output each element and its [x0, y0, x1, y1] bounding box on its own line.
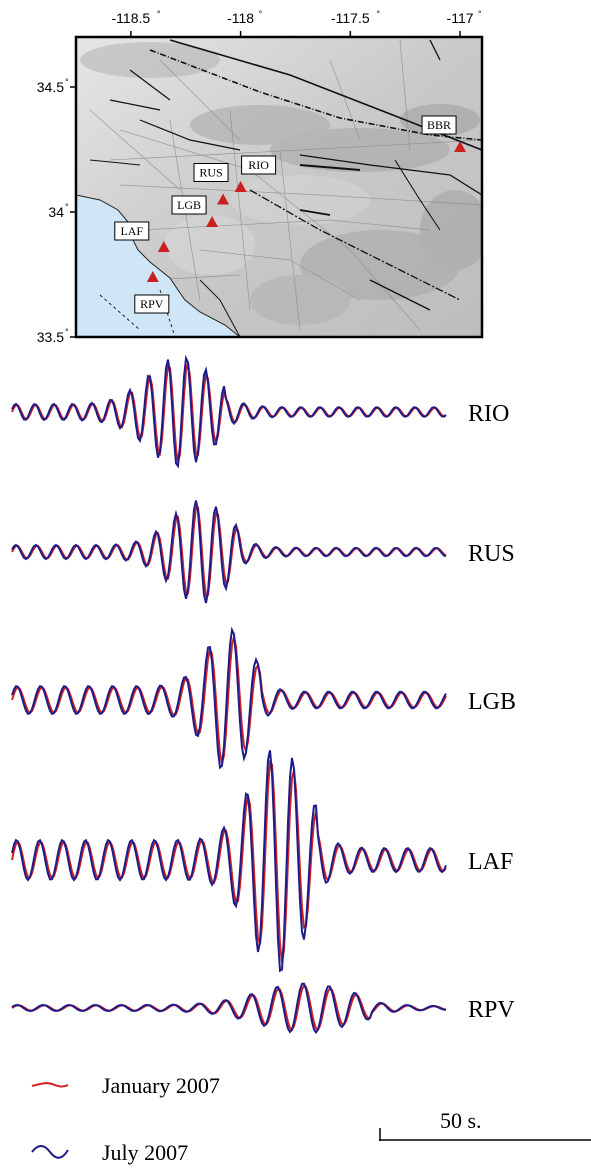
- station-triangle-icon: [157, 241, 170, 252]
- y-tick-label: 34: [48, 204, 64, 220]
- station-label: RIO: [248, 158, 269, 172]
- time-scale-bar: 50 s.: [379, 1108, 591, 1141]
- trace-station-label: RIO: [468, 401, 509, 427]
- station-rio: RIO: [234, 155, 277, 192]
- station-triangle-icon: [217, 193, 230, 205]
- degree-mark: °: [65, 327, 69, 337]
- waveform-line: [11, 354, 447, 469]
- trace-rio: RIO: [11, 354, 509, 469]
- legend-label: July 2007: [102, 1140, 188, 1165]
- station-bbr: BBR: [421, 115, 467, 152]
- terrain-shading: [80, 42, 482, 325]
- wave-line-icon: [31, 1145, 69, 1159]
- station-triangle-icon: [454, 141, 467, 152]
- map-frame: [74, 35, 484, 339]
- waveform-line: [11, 750, 447, 973]
- station-label-box: [193, 163, 229, 182]
- map-stations: RIO RUS LGB LAF RPV BBR: [114, 115, 467, 314]
- station-rus: RUS: [193, 163, 230, 205]
- trace-laf: LAF: [11, 750, 513, 973]
- station-label-box: [114, 221, 150, 241]
- map-axis-ticks: -118.5 ° -118 ° -117.5 ° -117 °34.5 °34 °33.5 °: [37, 9, 482, 345]
- station-rpv: RPV: [134, 271, 170, 314]
- waveform-line: [11, 982, 447, 1035]
- degree-mark: °: [65, 202, 69, 212]
- station-laf: LAF: [114, 221, 170, 252]
- x-tick-label: -118.5: [112, 10, 151, 26]
- y-tick-label: 34.5: [37, 79, 64, 95]
- map: -118.5 ° -118 ° -117.5 ° -117 °34.5 °34 °33.5 ° RI…: [37, 9, 484, 345]
- trace-station-label: RPV: [468, 997, 515, 1023]
- trace-station-label: LAF: [468, 849, 513, 875]
- legend: January 2007 July 2007: [31, 1073, 220, 1165]
- station-lgb: LGB: [171, 195, 219, 227]
- waveform-line: [11, 984, 447, 1032]
- station-label-box: [241, 155, 277, 175]
- degree-mark: °: [478, 9, 482, 19]
- station-label: LGB: [177, 198, 201, 212]
- degree-mark: °: [65, 77, 69, 87]
- waveform-line: [11, 636, 447, 764]
- station-label: BBR: [427, 118, 451, 132]
- degree-mark: °: [157, 9, 161, 19]
- station-label: LAF: [120, 224, 143, 238]
- station-label: RUS: [199, 166, 222, 180]
- degree-mark: °: [259, 9, 263, 19]
- station-label-box: [134, 294, 170, 314]
- station-triangle-icon: [206, 216, 219, 227]
- trace-lgb: LGB: [11, 626, 516, 770]
- wave-line-icon: [31, 1082, 69, 1088]
- station-label: RPV: [140, 297, 164, 311]
- station-label-box: [421, 115, 457, 135]
- scale-bar-label: 50 s.: [440, 1108, 482, 1133]
- x-tick-label: -118: [227, 10, 254, 26]
- station-triangle-icon: [234, 181, 247, 192]
- degree-mark: °: [376, 9, 380, 19]
- trace-rus: RUS: [11, 500, 515, 604]
- trace-station-label: LGB: [468, 689, 516, 715]
- trace-station-label: RUS: [468, 541, 515, 567]
- y-tick-label: 33.5: [37, 329, 64, 345]
- x-tick-label: -117.5: [331, 10, 370, 26]
- legend-item-july: July 2007: [31, 1140, 188, 1165]
- waveform-line: [11, 626, 447, 770]
- legend-item-january: January 2007: [31, 1073, 220, 1098]
- trace-rpv: RPV: [11, 982, 515, 1035]
- station-triangle-icon: [146, 271, 159, 282]
- x-tick-label: -117: [447, 10, 474, 26]
- seismogram-traces: RIO RUS LGB LAF RPV: [11, 354, 516, 1035]
- station-label-box: [171, 195, 207, 215]
- legend-label: January 2007: [102, 1073, 220, 1098]
- waveform-line: [11, 500, 447, 604]
